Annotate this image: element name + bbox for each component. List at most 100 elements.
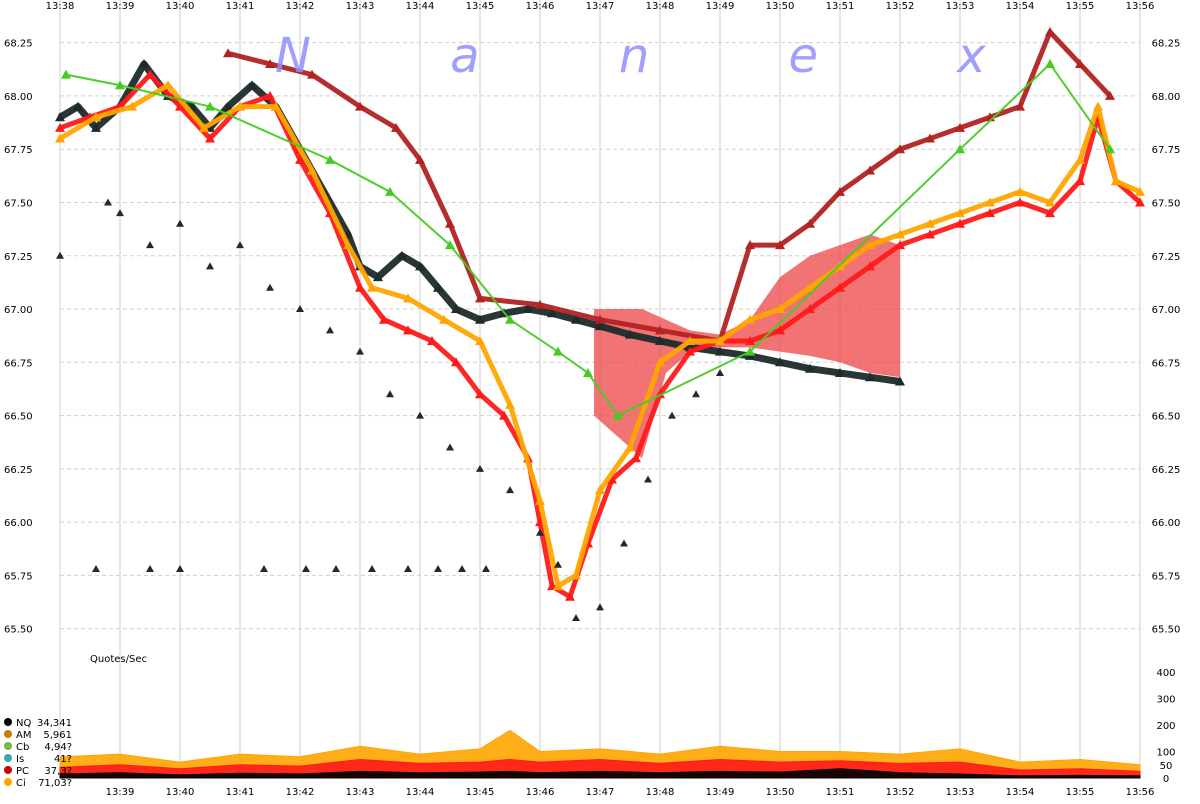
x-tick-top-label: 13:55 bbox=[1066, 1, 1095, 12]
y-tick-left-label: 66.25 bbox=[4, 465, 33, 476]
price-point bbox=[835, 282, 845, 292]
legend-name: AM bbox=[16, 730, 31, 741]
y-tick-right-label: 66.00 bbox=[1152, 518, 1181, 529]
quote-marker bbox=[332, 565, 340, 573]
price-point bbox=[199, 122, 209, 132]
price-point bbox=[895, 376, 905, 386]
legend-layer: NQ 34,341 AM 5,961 Cb 4,94? Is 41? PC 37,3? Ci 71,0… bbox=[4, 718, 72, 789]
volume-layer: Quotes/Sec 400 300 200 100 50 0 13:39 13:40 13:41… bbox=[59, 654, 1176, 798]
x-tick-top-label: 13:47 bbox=[586, 1, 615, 12]
price-point bbox=[1075, 154, 1085, 164]
price-point bbox=[55, 112, 65, 122]
legend-total: 41? bbox=[54, 754, 72, 765]
price-point bbox=[1015, 186, 1025, 196]
price-point bbox=[1045, 27, 1055, 36]
price-point bbox=[523, 304, 533, 314]
price-point bbox=[127, 101, 137, 111]
price-point bbox=[403, 325, 413, 335]
price-point bbox=[865, 240, 875, 250]
quote-marker bbox=[416, 411, 424, 419]
x-tick-top-label: 13:42 bbox=[286, 1, 315, 12]
price-point bbox=[955, 144, 965, 154]
spread-band bbox=[594, 234, 900, 459]
x-tick-bottom-label: 13:47 bbox=[586, 787, 615, 798]
y-tick-right-label: 67.00 bbox=[1152, 305, 1181, 316]
quote-marker-layer bbox=[56, 198, 724, 622]
price-point bbox=[895, 240, 905, 250]
price-point bbox=[445, 240, 455, 250]
price-point bbox=[955, 208, 965, 218]
price-point bbox=[223, 101, 233, 111]
y-tick-right-label: 67.75 bbox=[1152, 145, 1181, 156]
price-point bbox=[433, 282, 443, 292]
price-point bbox=[307, 165, 317, 175]
price-point bbox=[985, 208, 995, 218]
x-tick-top-label: 13:49 bbox=[706, 1, 735, 12]
price-point bbox=[451, 357, 461, 367]
price-point bbox=[91, 122, 101, 132]
price-point bbox=[1093, 101, 1103, 111]
volume-y-tick-label: 50 bbox=[1160, 761, 1173, 772]
price-point bbox=[265, 90, 275, 100]
y-tick-right-label: 67.50 bbox=[1152, 198, 1181, 209]
quote-marker bbox=[536, 528, 544, 536]
price-point bbox=[1075, 176, 1085, 186]
x-tick-top-label: 13:50 bbox=[766, 1, 795, 12]
price-point bbox=[745, 314, 755, 324]
price-point bbox=[985, 197, 995, 207]
quote-marker bbox=[620, 539, 628, 547]
price-point bbox=[247, 80, 257, 90]
x-tick-bottom-label: 13:40 bbox=[166, 787, 195, 798]
x-tick-bottom-label: 13:48 bbox=[646, 787, 675, 798]
y-tick-right-label: 68.25 bbox=[1152, 39, 1181, 50]
price-point bbox=[607, 474, 617, 484]
price-point bbox=[925, 133, 935, 143]
quote-marker bbox=[446, 443, 454, 451]
price-point bbox=[175, 101, 185, 111]
quote-marker bbox=[404, 565, 412, 573]
price-point bbox=[625, 442, 635, 452]
x-tick-bottom-label: 13:39 bbox=[106, 787, 135, 798]
volume-y-tick-label: 200 bbox=[1156, 721, 1175, 732]
price-point bbox=[61, 69, 71, 79]
price-point bbox=[685, 336, 695, 345]
legend-swatch bbox=[4, 742, 12, 750]
y-tick-left-label: 67.75 bbox=[4, 145, 33, 156]
quote-marker bbox=[692, 390, 700, 398]
price-point bbox=[355, 101, 365, 111]
price-series-layer bbox=[55, 27, 1145, 601]
price-point bbox=[1045, 58, 1055, 68]
x-tick-top-label: 13:43 bbox=[346, 1, 375, 12]
price-point bbox=[91, 112, 101, 122]
price-point bbox=[745, 336, 755, 345]
price-point bbox=[865, 372, 875, 382]
price-point bbox=[805, 218, 815, 228]
x-tick-bottom-label: 13:43 bbox=[346, 787, 375, 798]
volume-y-tick-label: 400 bbox=[1156, 668, 1175, 679]
quote-marker bbox=[116, 209, 124, 217]
x-tick-top-label: 13:53 bbox=[946, 1, 975, 12]
quote-marker bbox=[302, 565, 310, 573]
price-point bbox=[145, 69, 155, 79]
spread-band-layer bbox=[594, 234, 900, 459]
legend-total: 34,341 bbox=[37, 718, 72, 729]
price-point bbox=[55, 122, 65, 132]
price-point bbox=[403, 293, 413, 303]
price-point bbox=[265, 58, 275, 68]
x-tick-top-label: 13:54 bbox=[1006, 1, 1035, 12]
price-point bbox=[655, 336, 665, 345]
x-tick-bottom-label: 13:46 bbox=[526, 787, 555, 798]
price-point bbox=[391, 122, 401, 132]
price-point bbox=[805, 304, 815, 314]
quote-marker bbox=[176, 219, 184, 227]
quote-marker bbox=[668, 411, 676, 419]
price-point bbox=[139, 58, 149, 68]
price-point bbox=[535, 495, 545, 505]
price-point bbox=[805, 282, 815, 292]
price-point bbox=[223, 48, 233, 58]
quote-marker bbox=[716, 368, 724, 376]
price-point bbox=[475, 336, 485, 345]
quote-marker bbox=[206, 262, 214, 270]
price-point bbox=[715, 336, 725, 345]
x-tick-top-label: 13:52 bbox=[886, 1, 915, 12]
